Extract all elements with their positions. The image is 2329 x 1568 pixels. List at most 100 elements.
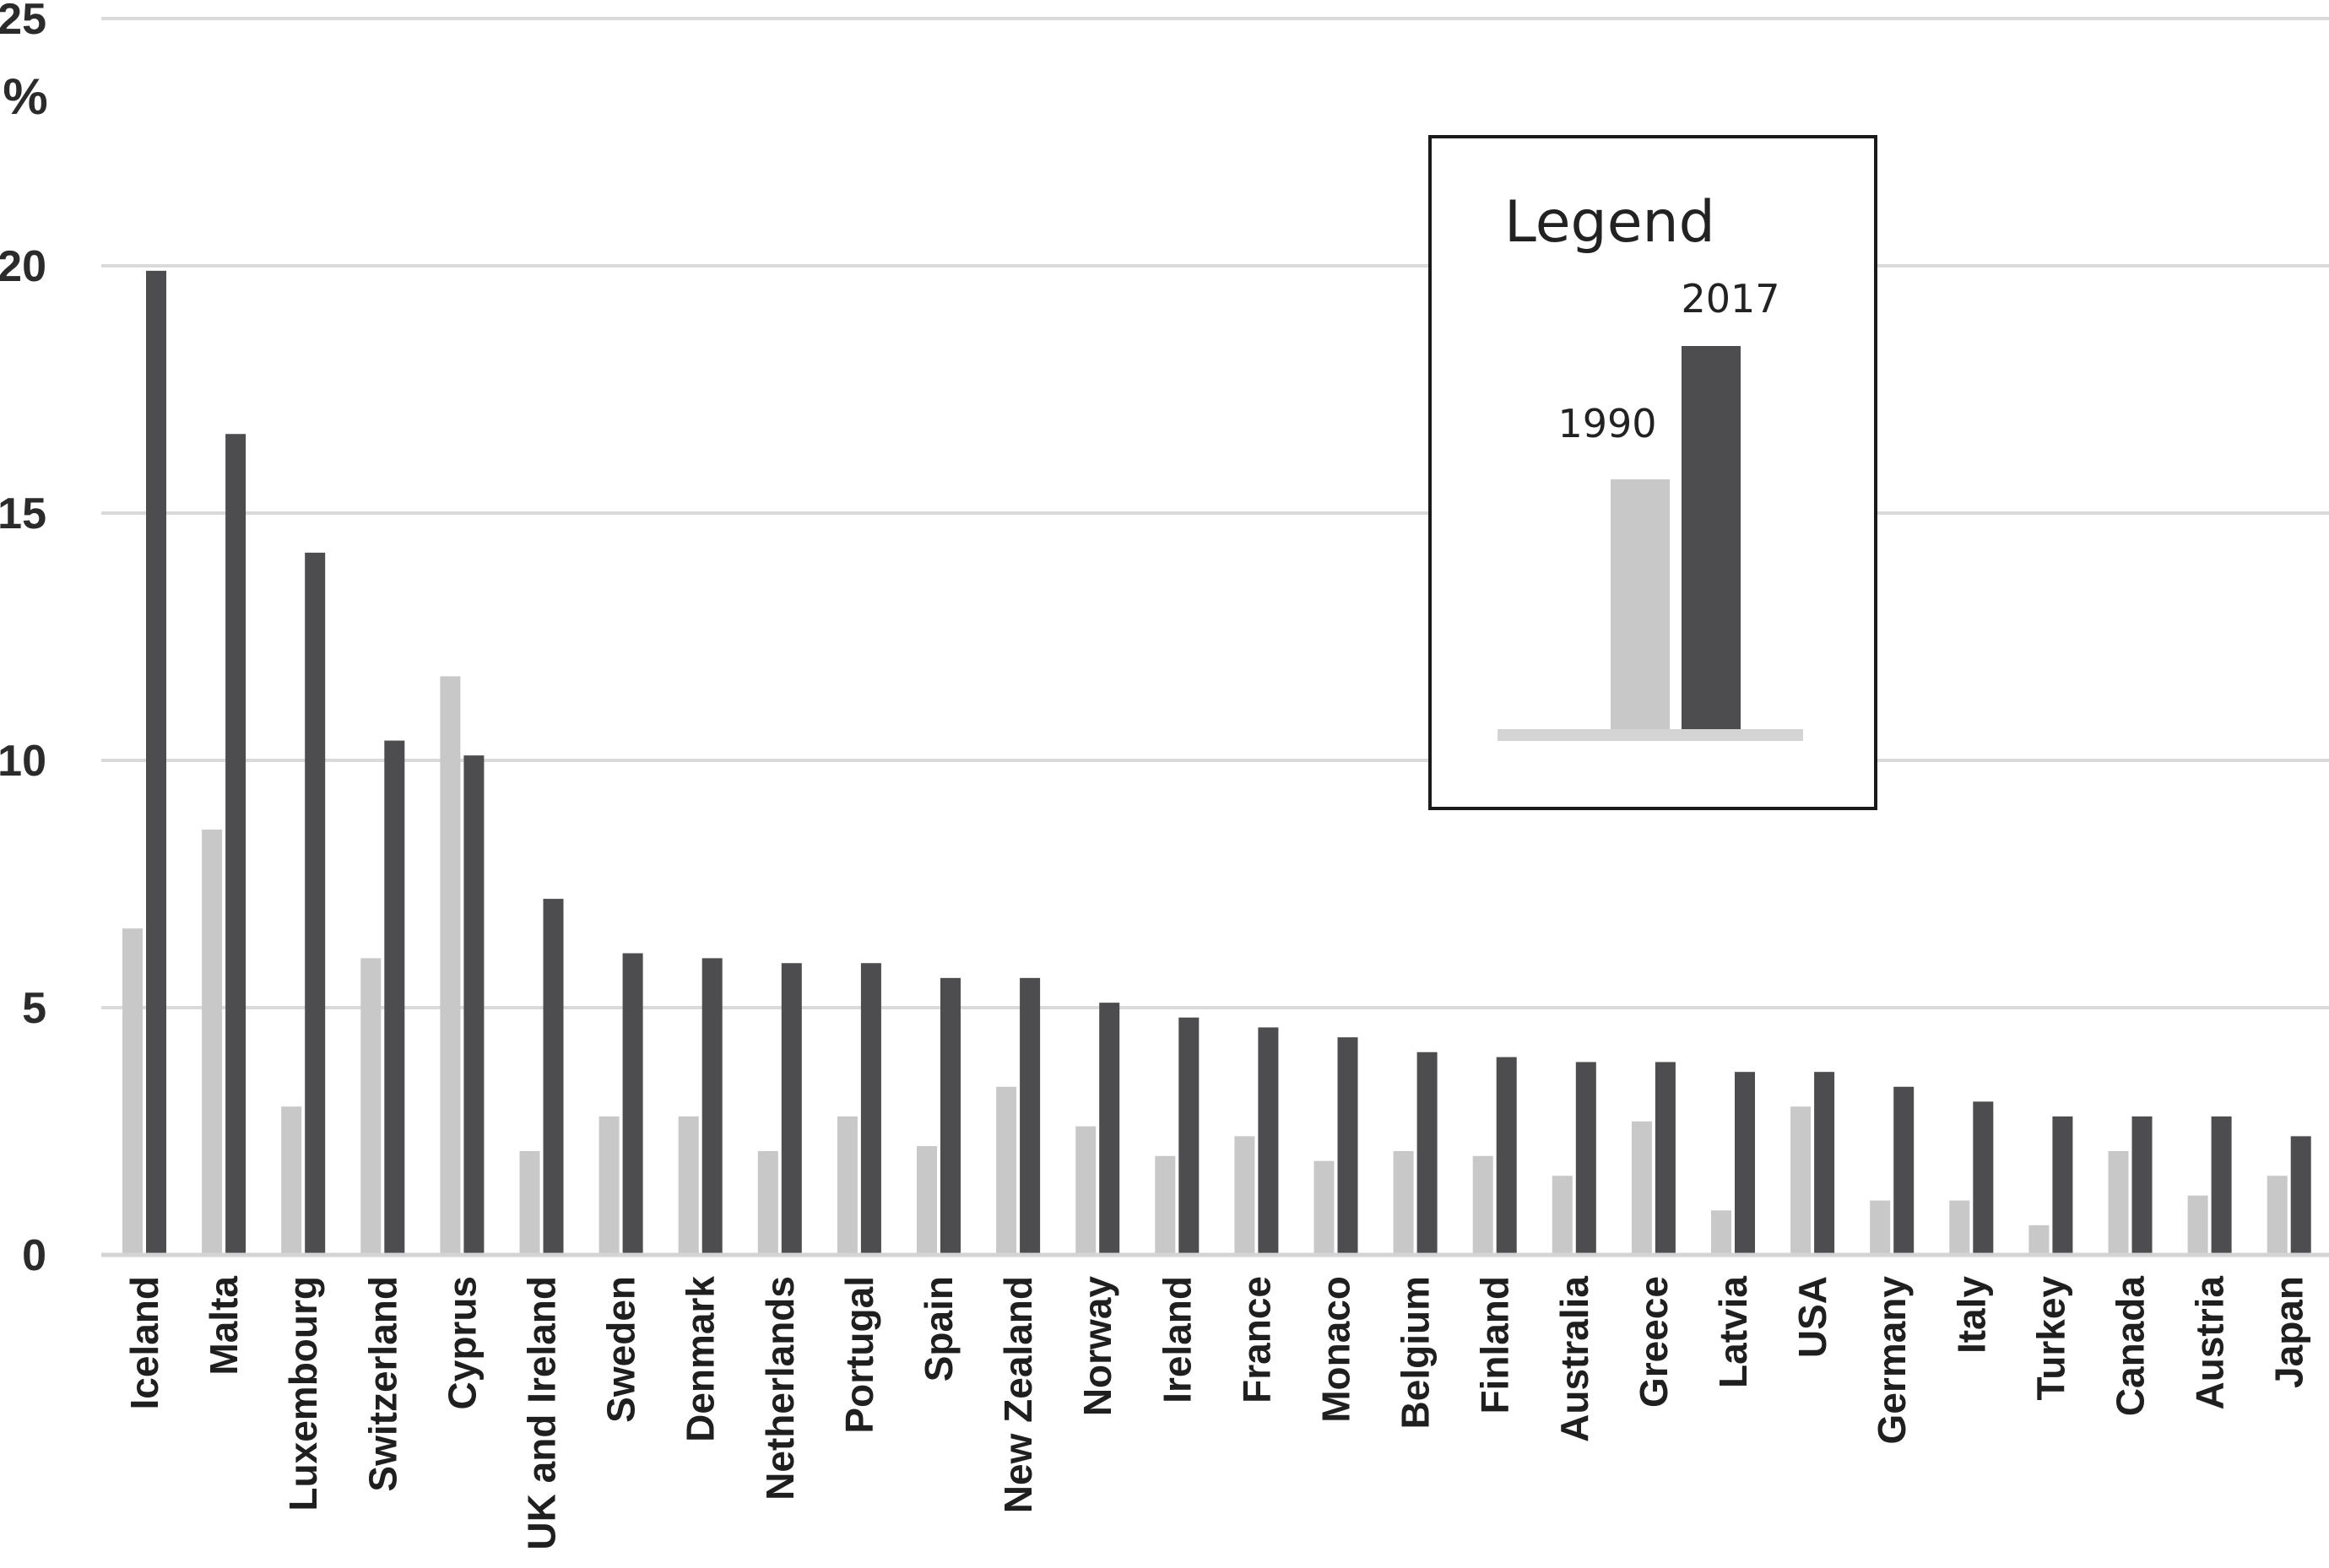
x-tick-label: Denmark	[679, 1276, 723, 1442]
x-tick-label: Netherlands	[758, 1276, 802, 1500]
bar-1990-belgium	[1393, 1150, 1414, 1255]
bar-2017-greece	[1655, 1062, 1676, 1255]
bar-1990-usa	[1790, 1106, 1812, 1255]
legend: Legend 1990 2017	[1428, 135, 1877, 810]
bar-1990-spain	[917, 1146, 937, 1255]
x-tick-label: Sweden	[599, 1276, 643, 1423]
bar-2017-monaco	[1337, 1037, 1358, 1255]
y-tick-label: 25	[0, 0, 46, 44]
bar-2017-new-zealand	[1020, 977, 1041, 1255]
bar-2017-portugal	[860, 963, 881, 1255]
bar-2017-canada	[2131, 1116, 2153, 1255]
bar-2017-sweden	[622, 953, 643, 1255]
x-tick-label: USA	[1790, 1276, 1834, 1358]
bar-2017-cyprus	[463, 755, 485, 1255]
bar-2017-switzerland	[384, 740, 405, 1255]
x-tick-label: Luxembourg	[281, 1276, 325, 1511]
bar-1990-japan	[2267, 1176, 2288, 1255]
bar-1990-norway	[1075, 1126, 1097, 1255]
x-tick-label: Ireland	[1155, 1276, 1199, 1403]
bar-1990-portugal	[837, 1116, 858, 1255]
x-tick-label: Spain	[917, 1276, 961, 1381]
x-tick-label: Finland	[1473, 1276, 1517, 1414]
bar-2017-austria	[2211, 1116, 2232, 1255]
legend-swatch-2017	[1682, 346, 1741, 731]
x-tick-label: Monaco	[1314, 1276, 1358, 1423]
legend-title: Legend	[1504, 189, 1715, 256]
y-axis-label: %	[3, 68, 47, 125]
bar-1990-new-zealand	[996, 1086, 1017, 1255]
bar-1990-denmark	[678, 1116, 699, 1255]
bar-2017-latvia	[1735, 1072, 1755, 1255]
x-tick-label: France	[1234, 1276, 1278, 1403]
bar-2017-uk-and-ireland	[543, 899, 564, 1255]
x-tick-label: Japan	[2267, 1276, 2311, 1388]
bar-1990-malta	[202, 830, 223, 1255]
bar-2017-germany	[1893, 1086, 1915, 1255]
x-tick-label: Canada	[2109, 1276, 2153, 1417]
x-axis-labels: Iceland Malta Luxembourg Switzerland Cyprus U…	[122, 1276, 2311, 1550]
bar-2017-norway	[1099, 1003, 1120, 1255]
bar-1990-iceland	[122, 928, 143, 1255]
bar-1990-turkey	[2028, 1225, 2050, 1255]
bar-1990-cyprus	[440, 676, 461, 1255]
bars	[122, 270, 2311, 1255]
bar-1990-canada	[2108, 1150, 2129, 1255]
legend-label-2017: 2017	[1681, 276, 1779, 322]
bar-1990-luxembourg	[281, 1106, 302, 1255]
x-tick-label: Greece	[1632, 1276, 1676, 1408]
y-tick-label: 5	[22, 984, 46, 1033]
y-tick-label: 15	[0, 489, 46, 538]
bar-1990-austria	[2187, 1195, 2208, 1255]
bar-2017-iceland	[146, 270, 166, 1255]
bar-2017-malta	[225, 434, 246, 1255]
bar-2017-italy	[1973, 1101, 1994, 1255]
y-tick-label: 0	[22, 1231, 46, 1280]
bar-1990-australia	[1552, 1176, 1573, 1255]
x-tick-label: Iceland	[122, 1276, 166, 1410]
bar-1990-netherlands	[757, 1150, 778, 1255]
bar-1990-italy	[1949, 1200, 1970, 1255]
x-tick-label: New Zealand	[996, 1276, 1040, 1513]
bar-1990-ireland	[1155, 1155, 1176, 1255]
legend-swatch-1990	[1611, 479, 1670, 731]
x-tick-label: Turkey	[2028, 1276, 2072, 1401]
bar-2017-spain	[940, 977, 961, 1255]
bar-2017-france	[1258, 1027, 1279, 1255]
bar-1990-finland	[1472, 1155, 1493, 1255]
x-tick-label: Italy	[1949, 1276, 1993, 1354]
x-tick-label: Belgium	[1394, 1276, 1438, 1429]
bar-2017-japan	[2290, 1136, 2311, 1255]
bar-2017-ireland	[1178, 1017, 1200, 1255]
bar-1990-uk-and-ireland	[519, 1150, 540, 1255]
x-tick-label: Austria	[2188, 1276, 2232, 1410]
bar-2017-turkey	[2052, 1116, 2073, 1255]
bar-1990-germany	[1870, 1200, 1891, 1255]
x-tick-label: Switzerland	[360, 1276, 404, 1492]
bar-2017-luxembourg	[305, 552, 326, 1255]
bar-1990-sweden	[598, 1116, 620, 1255]
x-tick-label: Norway	[1075, 1276, 1119, 1417]
bar-1990-switzerland	[360, 958, 382, 1255]
bar-2017-netherlands	[781, 963, 802, 1255]
y-axis: 0 5 10 15 20 25%	[0, 0, 48, 1280]
bar-1990-france	[1234, 1136, 1255, 1255]
y-tick-label: 20	[0, 242, 46, 291]
bar-2017-usa	[1814, 1072, 1835, 1255]
x-tick-label: Australia	[1552, 1276, 1596, 1442]
gridlines	[101, 17, 2329, 1009]
bar-2017-denmark	[701, 958, 723, 1255]
bar-2017-belgium	[1416, 1052, 1438, 1255]
x-tick-label: UK and Ireland	[520, 1276, 564, 1550]
x-tick-label: Malta	[202, 1276, 246, 1376]
x-tick-label: Cyprus	[440, 1276, 484, 1409]
bar-1990-latvia	[1711, 1210, 1731, 1255]
x-tick-label: Germany	[1870, 1276, 1914, 1445]
bar-2017-australia	[1575, 1062, 1596, 1255]
bar-1990-monaco	[1313, 1160, 1335, 1255]
bar-1990-greece	[1631, 1121, 1652, 1255]
legend-label-1990: 1990	[1557, 401, 1656, 446]
y-tick-label: 10	[0, 737, 46, 786]
x-tick-label: Portugal	[837, 1276, 881, 1434]
